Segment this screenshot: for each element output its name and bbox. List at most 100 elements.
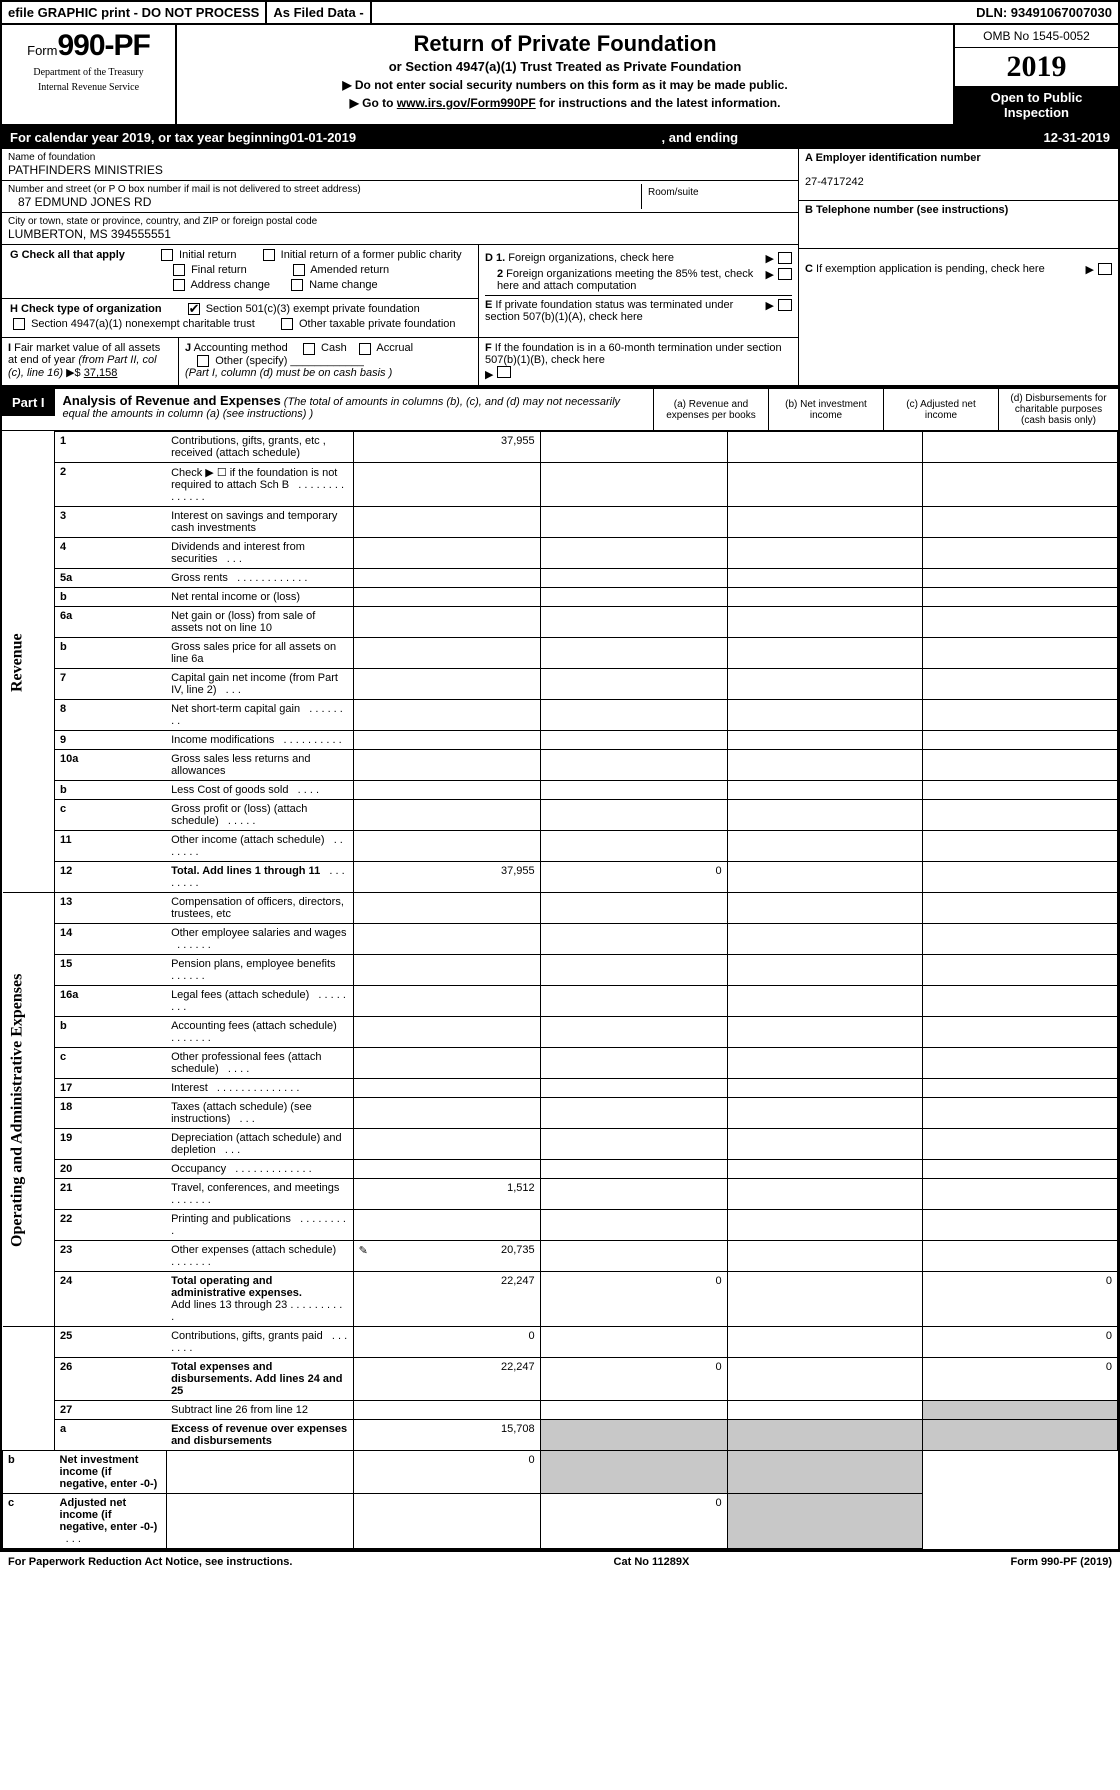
opt-final: Final return [191, 264, 247, 276]
line-number: 11 [55, 831, 167, 862]
col-a-value [353, 507, 540, 538]
col-c-value [727, 463, 922, 507]
cal-pre: For calendar year 2019, or tax year begi… [10, 130, 290, 145]
checkbox-c[interactable] [1098, 263, 1112, 275]
opt-addrchange: Address change [190, 279, 270, 291]
checkbox-name-change[interactable] [291, 279, 303, 291]
col-d-value: 0 [922, 1327, 1117, 1358]
col-a-value: 1,512 [353, 1179, 540, 1210]
line-description: Other income (attach schedule) . . . . .… [166, 831, 353, 862]
line-number: a [55, 1420, 167, 1451]
col-a-value [353, 924, 540, 955]
checkbox-final[interactable] [173, 264, 185, 276]
col-c-value [727, 607, 922, 638]
col-b-value: 0 [540, 1272, 727, 1327]
col-a-value [353, 893, 540, 924]
line-number: 21 [55, 1179, 167, 1210]
tax-year: 2019 [955, 48, 1118, 86]
line-number: 27 [55, 1401, 167, 1420]
header-left: Form990-PF Department of the Treasury In… [2, 25, 177, 124]
checkbox-initial-return[interactable] [161, 249, 173, 261]
col-a-value [353, 955, 540, 986]
checkbox-d1[interactable] [778, 252, 792, 264]
line-number: b [55, 781, 167, 800]
j-accrual: Accrual [376, 342, 413, 354]
col-c-value [727, 669, 922, 700]
header-right: OMB No 1545-0052 2019 Open to Public Ins… [953, 25, 1118, 124]
instr-link-post: for instructions and the latest informat… [536, 96, 781, 110]
form-title: Return of Private Foundation [185, 31, 945, 57]
footer-right: Form 990-PF (2019) [1010, 1556, 1112, 1568]
table-row: aExcess of revenue over expenses and dis… [3, 1420, 1118, 1451]
col-d-value [922, 1048, 1117, 1079]
col-d-value [922, 862, 1117, 893]
line-description: Net gain or (loss) from sale of assets n… [166, 607, 353, 638]
col-a-value [353, 607, 540, 638]
checkbox-other-method[interactable] [197, 355, 209, 367]
col-a-value [353, 700, 540, 731]
table-row: 20Occupancy . . . . . . . . . . . . . [3, 1160, 1118, 1179]
line-number: 13 [55, 893, 167, 924]
checkbox-addr-change[interactable] [173, 279, 185, 291]
line-number: b [55, 1017, 167, 1048]
checkbox-accrual[interactable] [359, 343, 371, 355]
line-description: Dividends and interest from securities .… [166, 538, 353, 569]
line-description: Depreciation (attach schedule) and deple… [166, 1129, 353, 1160]
line-description: Legal fees (attach schedule) . . . . . .… [166, 986, 353, 1017]
checkbox-amended[interactable] [293, 264, 305, 276]
checkbox-f[interactable] [497, 366, 511, 378]
revenue-section-label: Revenue [3, 432, 55, 893]
opt-4947: Section 4947(a)(1) nonexempt charitable … [31, 318, 255, 330]
col-a-value: ✎20,735 [353, 1241, 540, 1272]
col-b-value [540, 463, 727, 507]
j-cash: Cash [321, 342, 347, 354]
d-e-block: D 1. D 1. Foreign organizations, check h… [478, 245, 798, 337]
col-b-value [540, 781, 727, 800]
opt-former: Initial return of a former public charit… [281, 249, 462, 261]
col-c-value [727, 1160, 922, 1179]
col-a-value [353, 1017, 540, 1048]
checkbox-e[interactable] [778, 299, 792, 311]
table-row: bAccounting fees (attach schedule) . . .… [3, 1017, 1118, 1048]
col-a-header: (a) Revenue and expenses per books [653, 389, 768, 430]
col-b-value [540, 1017, 727, 1048]
part1-title-block: Analysis of Revenue and Expenses (The to… [55, 389, 653, 430]
checkbox-initial-former[interactable] [263, 249, 275, 261]
line-number: c [55, 800, 167, 831]
table-row: 2Check ▶ ☐ if the foundation is not requ… [3, 463, 1118, 507]
line-description: Adjusted net income (if negative, enter … [55, 1494, 167, 1549]
identification-block: Name of foundation PATHFINDERS MINISTRIE… [2, 149, 1118, 387]
col-c-value: 0 [540, 1494, 727, 1549]
top-bar: efile GRAPHIC print - DO NOT PROCESS As … [2, 2, 1118, 25]
footer-right-pre: Form [1010, 1556, 1041, 1568]
exemption-row: C If exemption application is pending, c… [799, 249, 1118, 289]
checkbox-cash[interactable] [303, 343, 315, 355]
col-d-value [922, 1401, 1117, 1420]
attachment-icon[interactable]: ✎ [359, 1244, 368, 1257]
col-a-value [353, 1048, 540, 1079]
table-row: 10aGross sales less returns and allowanc… [3, 750, 1118, 781]
ein-label: A Employer identification number [805, 152, 981, 164]
table-row: 11Other income (attach schedule) . . . .… [3, 831, 1118, 862]
line-number: 26 [55, 1358, 167, 1401]
line-number: 6a [55, 607, 167, 638]
col-a-value [166, 1451, 353, 1494]
line-number: 17 [55, 1079, 167, 1098]
checkbox-501c3[interactable] [188, 303, 200, 315]
col-d-value [922, 463, 1117, 507]
checkbox-d2[interactable] [778, 268, 792, 280]
line-number: 2 [55, 463, 167, 507]
table-row: cOther professional fees (attach schedul… [3, 1048, 1118, 1079]
table-row: 6aNet gain or (loss) from sale of assets… [3, 607, 1118, 638]
irs-link[interactable]: www.irs.gov/Form990PF [397, 96, 536, 110]
table-row: 14Other employee salaries and wages . . … [3, 924, 1118, 955]
line-description: Travel, conferences, and meetings . . . … [166, 1179, 353, 1210]
line-number: 9 [55, 731, 167, 750]
checkbox-other-tax[interactable] [281, 318, 293, 330]
opt-othertax: Other taxable private foundation [299, 318, 456, 330]
calendar-year-row: For calendar year 2019, or tax year begi… [2, 126, 1118, 149]
col-d-value [922, 955, 1117, 986]
checkbox-4947[interactable] [13, 318, 25, 330]
line-number: c [3, 1494, 55, 1549]
table-row: 21Travel, conferences, and meetings . . … [3, 1179, 1118, 1210]
